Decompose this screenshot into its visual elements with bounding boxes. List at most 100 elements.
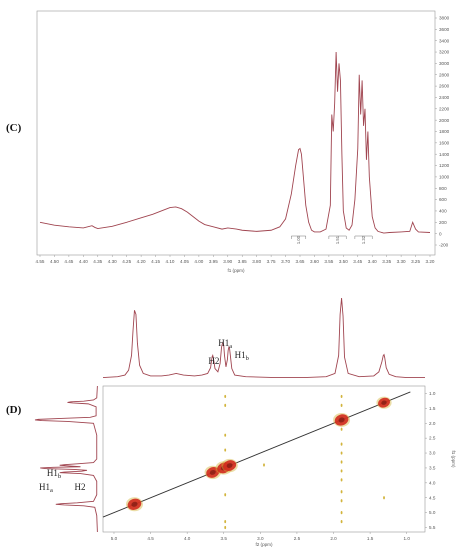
panel-d-frame <box>102 385 426 533</box>
d-y-tick-label-1: 1.5 <box>429 406 436 411</box>
c-y-tick-label-17: 3200 <box>439 50 450 55</box>
c-y-tick-label-9: 1600 <box>439 140 450 145</box>
c-y-tick-label-19: 3600 <box>439 27 450 32</box>
d-cross-peak-4 <box>224 493 227 497</box>
d-x-tick-label-4: 3.0 <box>257 536 264 541</box>
d-y-tick-label-0: 1.0 <box>429 391 436 396</box>
panel-d-top-projection-line <box>102 297 425 378</box>
c-x-tick-label-18: 3.65 <box>296 259 305 264</box>
panel-d-diagonal-peaks <box>125 396 392 512</box>
panel-c-integrals: 1.00 1.51 1.32 <box>291 235 373 244</box>
d-cross-peak-12 <box>340 451 343 455</box>
d-x-tick-label-5: 2.5 <box>294 536 301 541</box>
d-y-tick-label-9: 5.5 <box>429 525 436 530</box>
d-top-peak-label-1: H1a <box>218 338 232 350</box>
d-left-peak-label-1: H1a <box>39 482 53 494</box>
d-diagonal-peak-4 <box>333 412 351 427</box>
panel-d-y-axis-title: f1 (ppm) <box>451 450 456 468</box>
c-x-tick-label-19: 3.60 <box>310 259 319 264</box>
panel-d-y-axis: 1.0 1.5 2.0 2.5 3.0 3.5 4.0 4.5 5.0 5.5 <box>425 391 436 530</box>
panel-c-x-axis: 4.55 4.50 4.45 4.40 4.35 4.30 4.25 4.20 4.15 4.10… <box>36 255 435 264</box>
c-y-tick-label-6: 1000 <box>439 175 450 180</box>
c-y-tick-label-16: 3000 <box>439 61 450 66</box>
c-x-tick-label-6: 4.25 <box>122 259 131 264</box>
c-x-tick-label-12: 3.95 <box>209 259 218 264</box>
d-y-tick-label-7: 4.5 <box>429 495 436 500</box>
d-x-tick-label-8: 1.0 <box>404 536 411 541</box>
panel-d-diagonal-line <box>102 391 411 518</box>
c-integral-label-0: 1.00 <box>296 235 301 244</box>
c-x-tick-label-13: 3.90 <box>223 259 232 264</box>
d-cross-peak-1 <box>224 403 227 407</box>
d-cross-peak-10 <box>340 427 343 431</box>
panel-d-left-projection-line <box>34 385 98 533</box>
c-x-tick-label-17: 3.70 <box>281 259 290 264</box>
d-cross-peak-17 <box>340 499 343 503</box>
d-y-tick-label-3: 2.5 <box>429 436 436 441</box>
c-x-tick-label-15: 3.80 <box>252 259 261 264</box>
panel-c-frame <box>36 10 436 256</box>
d-cross-peak-20 <box>383 496 385 500</box>
c-y-tick-label-14: 2600 <box>439 84 450 89</box>
c-x-tick-label-3: 4.40 <box>79 259 88 264</box>
c-y-tick-label-12: 2200 <box>439 106 450 111</box>
d-cross-peak-13 <box>340 460 343 464</box>
panel-d-x-axis-title: f2 (ppm) <box>255 542 273 547</box>
c-x-tick-label-4: 4.35 <box>93 259 102 264</box>
d-y-tick-label-5: 3.5 <box>429 466 436 471</box>
d-cross-peak-6 <box>224 525 227 530</box>
d-cross-peak-3 <box>224 448 227 452</box>
panel-c: (C) 4.55 4.50 4.45 4.40 4.35 4.30 4.25 4.20 4.15… <box>6 10 450 273</box>
c-y-tick-label-8: 1400 <box>439 152 450 157</box>
c-integral-label-2: 1.32 <box>361 235 366 244</box>
d-x-tick-label-1: 4.5 <box>147 536 154 541</box>
d-y-tick-label-2: 2.0 <box>429 421 436 426</box>
c-x-tick-label-0: 4.55 <box>36 259 45 264</box>
c-x-tick-label-26: 3.25 <box>411 259 420 264</box>
panel-c-y-axis: -200 0 200 400 600 800 1000 1200 1400 1600 1800 200… <box>435 16 450 248</box>
c-x-tick-label-11: 4.00 <box>194 259 203 264</box>
d-top-peak-label-2: H1b <box>235 350 249 362</box>
c-y-tick-label-2: 200 <box>439 220 447 225</box>
d-diagonal-peak-5 <box>376 396 392 409</box>
c-y-tick-label-20: 3800 <box>439 16 450 21</box>
c-y-tick-label-0: -200 <box>439 243 449 248</box>
d-x-tick-label-7: 1.5 <box>367 536 374 541</box>
d-cross-peak-8 <box>340 394 343 399</box>
d-diagonal-peak-3 <box>221 458 238 473</box>
d-cross-peak-16 <box>340 490 343 494</box>
d-left-peak-label-0: H1b <box>47 468 61 480</box>
d-cross-peak-5 <box>224 519 227 524</box>
d-cross-peak-0 <box>224 394 227 399</box>
c-y-tick-label-7: 1200 <box>439 163 450 168</box>
d-y-tick-label-4: 3.0 <box>429 451 436 456</box>
d-cross-peak-11 <box>340 442 343 446</box>
c-y-tick-label-15: 2800 <box>439 72 450 77</box>
c-x-tick-label-23: 3.40 <box>368 259 377 264</box>
c-x-tick-label-14: 3.85 <box>238 259 247 264</box>
c-x-tick-label-2: 4.45 <box>64 259 73 264</box>
c-x-tick-label-8: 4.15 <box>151 259 160 264</box>
c-y-tick-label-13: 2400 <box>439 95 450 100</box>
c-x-tick-label-9: 4.10 <box>166 259 175 264</box>
panel-c-label: (C) <box>6 122 22 134</box>
d-cross-peak-19 <box>340 519 343 524</box>
d-cross-peak-9 <box>340 403 343 407</box>
c-y-tick-label-4: 600 <box>439 197 447 202</box>
d-diagonal-peak-0 <box>125 497 143 512</box>
d-top-peak-label-0: H2 <box>208 356 219 366</box>
c-x-tick-label-22: 3.45 <box>353 259 362 264</box>
d-cross-peak-2 <box>224 433 227 437</box>
d-left-peak-label-2: H2 <box>75 482 86 492</box>
c-x-tick-label-5: 4.30 <box>108 259 117 264</box>
c-y-tick-label-3: 400 <box>439 209 447 214</box>
d-cross-peak-7 <box>263 463 265 467</box>
panel-c-x-axis-title: f1 (ppm) <box>227 268 245 273</box>
c-y-tick-label-18: 3400 <box>439 38 450 43</box>
panel-d-x-axis: 5.0 4.5 4.0 3.5 3.0 2.5 2.0 1.5 1.0 <box>111 532 411 541</box>
c-x-tick-label-16: 3.75 <box>267 259 276 264</box>
d-cross-peak-14 <box>340 469 343 473</box>
c-y-tick-label-11: 2000 <box>439 118 450 123</box>
